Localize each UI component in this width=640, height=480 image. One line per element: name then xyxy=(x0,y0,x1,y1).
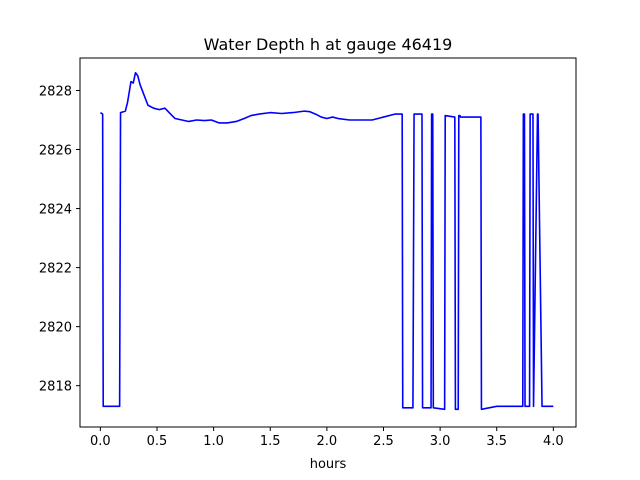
x-axis-label: hours xyxy=(310,457,347,472)
x-tick-label: 0.0 xyxy=(90,434,111,449)
x-tick-label: 3.0 xyxy=(430,434,451,449)
y-tick-label: 2822 xyxy=(39,262,72,277)
x-tick-label: 2.5 xyxy=(373,434,394,449)
series-line-0 xyxy=(99,71,554,411)
y-axis: 2818 2820 2822 2824 2826 2828 xyxy=(39,84,80,395)
y-tick-label: 2820 xyxy=(39,321,72,336)
x-axis: 0.0 0.5 1.0 1.5 2.0 2.5 3.0 3.5 4.0 xyxy=(90,427,564,449)
y-tick-label: 2826 xyxy=(39,144,72,159)
chart-title: Water Depth h at gauge 46419 xyxy=(204,35,453,54)
x-tick-label: 1.5 xyxy=(260,434,281,449)
x-tick-label: 4.0 xyxy=(543,434,564,449)
x-tick-label: 1.0 xyxy=(203,434,224,449)
x-tick-label: 2.0 xyxy=(317,434,338,449)
x-tick-label: 0.5 xyxy=(147,434,168,449)
x-tick-label: 3.5 xyxy=(486,434,507,449)
axes-frame xyxy=(79,57,577,428)
y-tick-label: 2828 xyxy=(39,84,72,99)
y-tick-label: 2824 xyxy=(39,203,72,218)
plot-area xyxy=(99,71,554,411)
y-tick-label: 2818 xyxy=(39,380,72,395)
